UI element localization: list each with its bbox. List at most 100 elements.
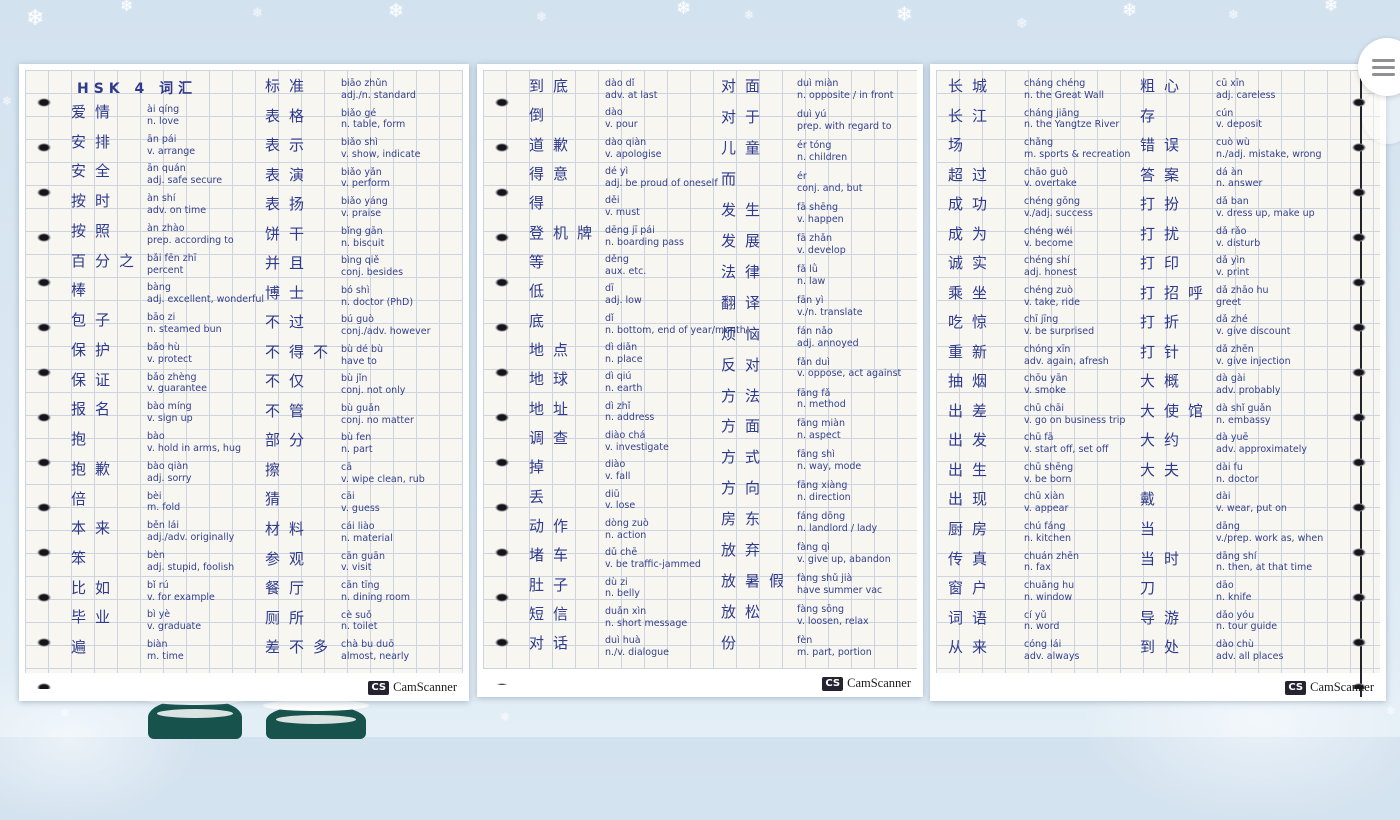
vocab-entry: 打招呼 dǎ zhāo hu greet (1140, 284, 1332, 309)
meaning-text: adj. annoyed (797, 337, 859, 349)
hanzi-text: 法律 (721, 262, 770, 281)
pinyin-text: duì huà (605, 635, 641, 647)
hanzi-text: 堵车 (529, 546, 578, 565)
meaning-text: n. then, at that time (1216, 562, 1313, 574)
hanzi-text: 大夫 (1140, 460, 1189, 479)
hanzi-text: 表扬 (265, 195, 314, 214)
meaning-text: n. love (147, 115, 179, 127)
vocab-entry: 调查 diào chá v. investigate (529, 429, 721, 454)
pinyin-text: chóng xīn (1024, 343, 1071, 355)
meaning-text: n. the Yangtze River (1024, 119, 1120, 131)
meaning-text: n. kitchen (1024, 532, 1072, 544)
pinyin-text: chuán zhēn (1024, 550, 1080, 562)
pinyin-text: dǎ zhēn (1216, 343, 1254, 355)
hanzi-text: 吃惊 (948, 313, 997, 332)
camscanner-logo-icon: CS (822, 676, 844, 691)
hanzi-text: 并且 (265, 254, 314, 273)
hanzi-text: 出生 (948, 460, 997, 479)
vocab-entry: 部分 bù fen n. part (265, 432, 459, 456)
vocab-entry: 倍 bèi m. fold (71, 490, 265, 515)
meaning-text: v. develop (797, 244, 846, 256)
meaning-text: n. tour guide (1216, 621, 1278, 633)
hanzi-text: 翻译 (721, 293, 770, 312)
pinyin-text: bù dé bù (341, 343, 384, 355)
meaning-text: v. happen (797, 213, 844, 225)
snowflake-icon: ❄ (120, 0, 134, 15)
vocab-entry: 对于 duì yú prep. with regard to (721, 108, 913, 133)
hanzi-text: 笨 (71, 549, 96, 567)
vocab-entry: 房东 fáng dōng n. landlord / lady (721, 511, 913, 535)
vocab-entry: 掉 diào v. fall (529, 459, 721, 483)
meaning-text: n. material (341, 532, 393, 544)
vocab-entry: 存 cún v. deposit (1140, 107, 1332, 132)
pinyin-text: dào chù (1216, 639, 1254, 651)
scanned-page-3[interactable]: 长城 cháng chéng n. the Great Wall 长江 cháng ji… (930, 64, 1386, 701)
hanzi-text: 短信 (529, 604, 578, 623)
meaning-text: v. arrange (147, 145, 196, 157)
scanned-page-2[interactable]: 到底 dào dǐ adv. at last 倒 dào v. pour 道歉 dào qià… (477, 64, 923, 697)
meaning-text: v. apologise (605, 148, 662, 160)
vocab-entry: 安排 ān pái v. arrange (71, 133, 265, 158)
hanzi-text: 表演 (265, 165, 314, 184)
meaning-text: n. boarding pass (605, 236, 684, 248)
vocab-entry: 差不多 chà bu duō almost, nearly (265, 638, 459, 663)
vocab-entry: 猜 cāi v. guess (265, 491, 459, 515)
scanned-page-1[interactable]: HSK 4 词汇 爱情 ài qíng n. love 安排 ān pái v. arran… (19, 64, 469, 701)
hanzi-text: 抱 (71, 430, 96, 449)
hanzi-text: 导游 (1140, 608, 1189, 627)
pinyin-text: cuò wù (1216, 137, 1250, 149)
vocab-entry: 戴 dài v. wear, put on (1140, 491, 1332, 515)
meaning-text: v. overtake (1024, 178, 1077, 190)
pinyin-text: fāng fǎ (797, 387, 831, 399)
hanzi-text: 厨房 (948, 519, 997, 538)
meaning-text: v. deposit (1216, 119, 1262, 131)
meaning-text: v. be surprised (1024, 326, 1095, 338)
pinyin-text: fàng shǔ jià (797, 573, 853, 585)
vocab-entry: 导游 dǎo yóu n. tour guide (1140, 608, 1332, 634)
vocab-entry: 表格 biǎo gé n. table, form (265, 107, 459, 132)
hanzi-text: 大概 (1140, 372, 1189, 391)
vocab-entry: 大使馆 dà shǐ guǎn n. embassy (1140, 402, 1332, 427)
hanzi-text: 当时 (1140, 549, 1189, 568)
vocab-entry: 不仅 bù jǐn conj. not only (265, 373, 459, 397)
hanzi-text: 打印 (1140, 254, 1189, 273)
menu-button[interactable] (1358, 38, 1400, 96)
pinyin-text: diào chá (605, 429, 646, 441)
hanzi-text: 动作 (529, 516, 578, 535)
meaning-text: v./adj. success (1024, 208, 1093, 219)
hanzi-text: 不仅 (265, 372, 314, 391)
vocab-entry: 翻译 fān yì v./n. translate (721, 293, 913, 319)
pinyin-text: dài fu (1216, 461, 1243, 473)
vocab-entry: 抱歉 bào qiàn adj. sorry (71, 460, 265, 485)
meaning-text: m. time (147, 651, 184, 663)
pinyin-text: bó shì (341, 284, 370, 296)
vocab-entry: 大夫 dài fu n. doctor (1140, 460, 1332, 486)
snowflake-icon: ❄ (252, 6, 263, 21)
meaning-text: v. print (1216, 267, 1250, 279)
meaning-text: n. fax (1024, 562, 1051, 574)
pinyin-text: bǐ rú (147, 579, 169, 591)
hanzi-text: 诚实 (948, 254, 997, 273)
pinyin-text: fāng miàn (797, 418, 845, 430)
meaning-text: n. table, form (341, 119, 406, 131)
hanzi-text: 方面 (721, 417, 770, 436)
pinyin-text: bǎo zhèng (147, 371, 197, 383)
floating-button-secondary[interactable] (1362, 88, 1400, 144)
pinyin-text: bāo zi (147, 312, 176, 324)
hanzi-text: 按时 (71, 192, 120, 211)
hanzi-text: 餐厅 (265, 579, 314, 598)
pinyin-text: bì yè (147, 609, 171, 621)
meaning-text: v. oppose, act against (797, 368, 902, 380)
meaning-text: n. way, mode (797, 461, 862, 473)
pinyin-text: cū xīn (1216, 78, 1245, 89)
meaning-text: v. hold in arms, hug (147, 442, 242, 454)
pinyin-text: ér tóng (797, 139, 832, 151)
hanzi-text: 得意 (529, 164, 578, 183)
pinyin-text: biāo zhǔn (341, 78, 388, 89)
hanzi-text: 博士 (265, 283, 314, 302)
meaning-text: adv. probably (1216, 385, 1281, 397)
hanzi-text: 对面 (721, 77, 770, 95)
meaning-text: v. pour (605, 119, 638, 131)
vocab-entry: 当 dāng v./prep. work as, when (1140, 520, 1332, 545)
vocab-entry: 超过 chāo guò v. overtake (948, 166, 1140, 191)
